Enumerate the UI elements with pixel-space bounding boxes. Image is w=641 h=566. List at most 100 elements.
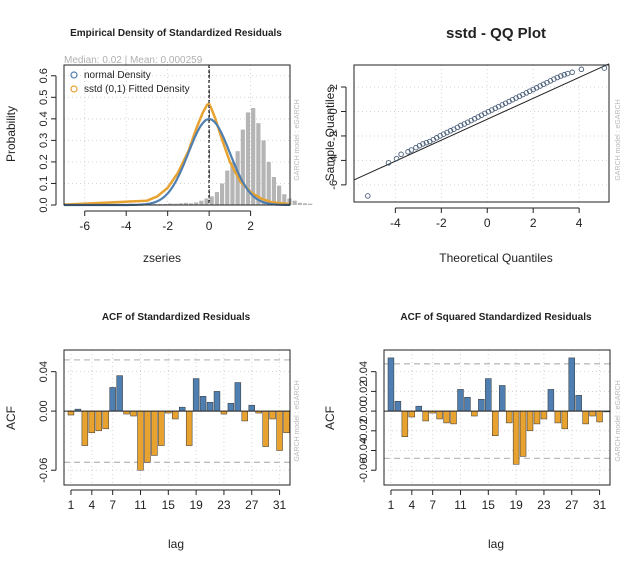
acf-bar xyxy=(457,389,464,412)
density-subtitle: Median: 0.02 | Mean: 0.000259 xyxy=(64,55,203,66)
y-tick-label: 0.00 xyxy=(38,400,50,421)
x-tick-label: 2 xyxy=(247,219,254,233)
acf-bar xyxy=(179,406,186,412)
y-tick-label: 0.6 xyxy=(38,68,50,83)
acf-bar xyxy=(116,375,123,412)
y-tick-label: 0.3 xyxy=(38,133,50,148)
x-tick-label: -4 xyxy=(121,219,132,233)
acf-bar xyxy=(241,410,249,422)
acf-bar xyxy=(582,410,589,425)
x-tick-label: 19 xyxy=(189,498,203,512)
acf-bar xyxy=(387,357,395,412)
acf-bar xyxy=(533,410,541,425)
acf-residuals-panel: ACF of Standardized Residuals lag ACF GA… xyxy=(4,312,301,551)
qq-panel: sstd - QQ Plot Theoretical Quantiles Sam… xyxy=(323,25,622,265)
histogram-bar xyxy=(199,200,204,205)
acf-bar xyxy=(234,382,242,412)
histogram-bar xyxy=(292,200,297,205)
histogram-bar xyxy=(204,198,209,205)
qq-point xyxy=(554,74,561,81)
x-tick-label: 11 xyxy=(134,498,147,512)
acf-bar xyxy=(206,401,214,412)
histogram-bar xyxy=(256,123,261,205)
qq-xlabel: Theoretical Quantiles xyxy=(439,251,552,265)
qq-reference-line xyxy=(353,63,610,181)
density-xlabel: zseries xyxy=(143,251,181,265)
histogram-bar xyxy=(287,198,292,205)
histogram-bar xyxy=(277,185,282,205)
acf-bar xyxy=(81,410,89,446)
qq-point xyxy=(365,193,371,199)
histogram-bar xyxy=(261,140,266,205)
acf-bar xyxy=(464,397,471,412)
y-tick-label: 0.0 xyxy=(38,197,50,212)
histogram-bar xyxy=(308,203,313,205)
acf-bar xyxy=(471,410,478,417)
histogram-bar xyxy=(245,112,251,205)
acf-bar xyxy=(269,410,276,420)
x-tick-label: 15 xyxy=(482,498,496,512)
y-tick-label: 0.4 xyxy=(38,111,50,126)
x-tick-label: 4 xyxy=(88,498,95,512)
density-side-label: GARCH model : eGARCH xyxy=(294,99,301,180)
x-tick-label: 31 xyxy=(273,498,287,512)
acf-bar xyxy=(213,391,221,412)
x-tick-label: 27 xyxy=(565,498,579,512)
y-tick-label: -0.06 xyxy=(358,458,370,483)
acf-bar xyxy=(144,410,151,463)
histogram-bar xyxy=(225,170,230,205)
qq-ylabel: Sample Quantiles xyxy=(323,87,337,182)
x-tick-label: 7 xyxy=(109,498,116,512)
acf-bar xyxy=(540,410,548,420)
acf-bar xyxy=(554,410,562,424)
y-tick-label: 0.1 xyxy=(38,176,50,191)
acf-bar xyxy=(158,410,165,446)
acf-bar xyxy=(248,404,255,412)
legend-label-normal: normal Density xyxy=(84,70,151,81)
qq-point xyxy=(408,147,415,153)
acf-bar xyxy=(505,410,513,424)
acf-bar xyxy=(95,410,102,432)
y-tick-label: 0.00 xyxy=(358,400,370,421)
histogram-bar xyxy=(178,203,183,205)
x-tick-label: 31 xyxy=(593,498,607,512)
qq-point xyxy=(447,128,454,134)
x-tick-label: 23 xyxy=(217,498,231,512)
x-tick-label: -6 xyxy=(79,219,90,233)
acf-bar xyxy=(478,399,485,412)
x-tick-label: -4 xyxy=(390,216,401,230)
x-tick-label: 0 xyxy=(206,219,213,233)
histogram-bar xyxy=(173,203,178,205)
qq-point xyxy=(420,141,426,147)
histogram-bar xyxy=(209,196,214,205)
acf-bar xyxy=(596,410,603,423)
acf-squared-panel: ACF of Squared Standardized Residuals la… xyxy=(323,312,622,551)
qq-point xyxy=(578,66,585,73)
histogram-bar xyxy=(194,202,199,205)
acf-bar xyxy=(450,410,457,425)
y-tick-label: 2 xyxy=(328,84,340,90)
x-tick-label: 11 xyxy=(454,498,467,512)
histogram-bar xyxy=(157,203,162,205)
y-tick-label: -4 xyxy=(328,156,340,166)
x-tick-label: 4 xyxy=(408,498,415,512)
acf-bar xyxy=(499,385,506,412)
x-tick-label: 23 xyxy=(537,498,551,512)
x-tick-label: 2 xyxy=(530,216,537,230)
histogram-bar xyxy=(240,129,245,205)
y-tick-label: -2 xyxy=(328,131,340,141)
acf-bar xyxy=(172,410,179,420)
acf-bar xyxy=(109,387,116,412)
acf-bar xyxy=(262,410,269,447)
acf-bar xyxy=(283,410,290,434)
qq-point xyxy=(423,139,430,146)
acf-bar xyxy=(401,410,409,437)
acf-bar xyxy=(408,410,416,418)
acf-bar xyxy=(415,405,422,412)
acf-bar xyxy=(575,395,582,412)
density-frame xyxy=(63,64,291,206)
legend-marker-normal xyxy=(70,71,78,79)
qq-point xyxy=(558,73,564,79)
histogram-bar xyxy=(266,161,271,205)
y-tick-label: -0.02 xyxy=(358,418,370,443)
